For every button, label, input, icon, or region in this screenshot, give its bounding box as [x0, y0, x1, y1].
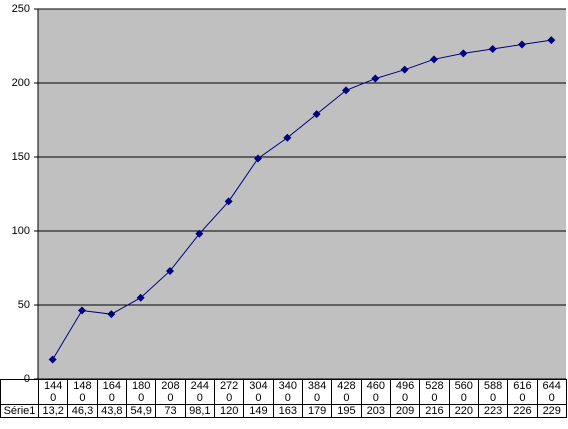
data-label: 216: [419, 404, 450, 418]
data-label: 43,8: [96, 404, 127, 418]
data-label: 226: [507, 404, 538, 418]
x-tick-label: 4280: [331, 379, 362, 405]
data-label: 46,3: [67, 404, 98, 418]
data-label: 220: [448, 404, 479, 418]
point-marker: [371, 74, 380, 83]
data-label: 163: [272, 404, 303, 418]
corner-cell: [0, 379, 39, 405]
point-marker: [48, 355, 57, 364]
category-text: 4280: [337, 380, 356, 404]
plot-area: [38, 9, 566, 379]
point-marker: [430, 55, 438, 64]
category-text: 6160: [513, 380, 532, 404]
point-marker: [459, 49, 468, 58]
point-marker: [166, 266, 174, 275]
data-label: 223: [477, 404, 509, 418]
data-label: 54,9: [125, 404, 157, 418]
legend-label: Série1: [0, 404, 39, 418]
x-tick-label: 2080: [155, 379, 186, 405]
y-tick-label: 150: [12, 151, 30, 163]
point-marker: [78, 306, 86, 315]
data-label: 209: [389, 404, 421, 418]
category-text: 2440: [190, 380, 209, 404]
category-text: 1480: [73, 380, 92, 404]
category-text: 2720: [219, 380, 239, 404]
y-tick-label: 250: [12, 3, 30, 15]
category-text: 1800: [131, 380, 151, 404]
data-label: 195: [331, 404, 362, 418]
x-tick-label: 1800: [125, 379, 157, 405]
point-marker: [342, 86, 350, 95]
point-marker: [136, 293, 145, 302]
point-marker: [488, 44, 497, 53]
point-marker: [224, 197, 233, 206]
point-marker: [107, 310, 116, 319]
series-row: Série1 13,2 46,3 43,8 54,9 73 98,1 120 149 163 179…: [0, 404, 567, 418]
y-tick-label: 200: [12, 77, 30, 89]
category-row: 1440 1480 1640 1800 2080 2440 2720 3040 3400 3840…: [0, 379, 567, 405]
x-tick-label: 5600: [448, 379, 479, 405]
data-label: 13,2: [37, 404, 69, 418]
x-tick-label: 2720: [213, 379, 245, 405]
data-label: 179: [301, 404, 333, 418]
data-label: 98,1: [184, 404, 215, 418]
x-tick-label: 5280: [419, 379, 450, 405]
x-tick-label: 3400: [272, 379, 303, 405]
data-label: 229: [536, 404, 567, 418]
data-label: 203: [360, 404, 391, 418]
y-tick-label: 0: [24, 373, 30, 385]
x-tick-label: 6160: [507, 379, 538, 405]
category-text: 6440: [542, 380, 561, 404]
x-tick-label: 1480: [67, 379, 98, 405]
x-tick-label: 1440: [37, 379, 69, 405]
category-text: 4600: [366, 380, 385, 404]
data-label: 73: [155, 404, 186, 418]
category-text: 1440: [43, 380, 63, 404]
point-marker: [312, 110, 321, 119]
x-tick-label: 4960: [389, 379, 421, 405]
category-text: 3840: [307, 380, 327, 404]
category-text: 5600: [454, 380, 473, 404]
x-tick-label: 6440: [536, 379, 567, 405]
data-label: 149: [243, 404, 274, 418]
point-marker: [518, 40, 526, 49]
category-text: 3040: [249, 380, 268, 404]
data-table: 1440 1480 1640 1800 2080 2440 2720 3040 3400 3840…: [0, 379, 567, 418]
x-tick-label: 4600: [360, 379, 391, 405]
point-marker: [400, 65, 409, 74]
x-tick-label: 1640: [96, 379, 127, 405]
point-marker: [195, 229, 204, 238]
x-tick-label: 2440: [184, 379, 215, 405]
y-tick-label: 50: [18, 299, 30, 311]
data-label: 120: [213, 404, 245, 418]
y-tick-label: 100: [12, 225, 30, 237]
point-marker: [254, 154, 262, 163]
x-tick-label: 3040: [243, 379, 274, 405]
category-text: 4960: [395, 380, 415, 404]
category-text: 2080: [161, 380, 180, 404]
category-text: 3400: [278, 380, 297, 404]
category-text: 5280: [425, 380, 444, 404]
category-text: 1640: [102, 380, 121, 404]
x-tick-label: 5880: [477, 379, 509, 405]
series-line: [52, 39, 552, 360]
point-marker: [283, 133, 292, 142]
point-marker: [547, 36, 556, 45]
category-text: 5880: [483, 380, 503, 404]
x-tick-label: 3840: [301, 379, 333, 405]
